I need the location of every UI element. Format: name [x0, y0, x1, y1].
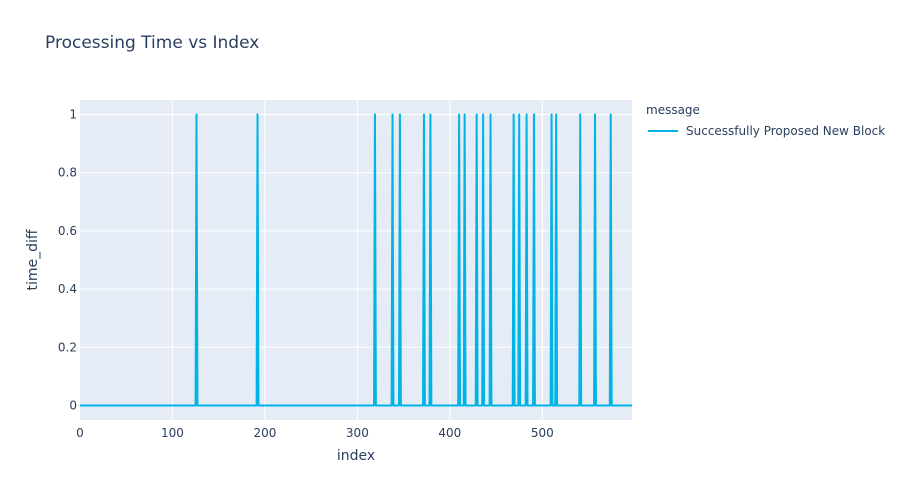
axis-layer: 0 100 200 300 400 500 0 0.2 0.4 0.6 0.8 1 — [58, 108, 554, 440]
legend-title: message — [646, 103, 700, 117]
y-tick-label: 0 — [69, 398, 77, 412]
y-axis-title: time_diff — [25, 229, 41, 290]
y-tick-label: 0.2 — [58, 340, 77, 354]
y-tick-label: 1 — [69, 108, 77, 122]
x-tick-label: 500 — [531, 426, 554, 440]
x-axis-title: index — [337, 448, 375, 464]
x-tick-label: 200 — [253, 426, 276, 440]
series-layer — [80, 113, 632, 407]
legend: message Successfully Proposed New Block — [646, 103, 885, 138]
x-tick-label: 300 — [346, 426, 369, 440]
chart-title: Processing Time vs Index — [45, 33, 260, 53]
plot-area — [80, 100, 632, 420]
legend-label: Successfully Proposed New Block — [686, 124, 886, 138]
y-tick-label: 0.6 — [58, 224, 77, 238]
y-tick-label: 0.4 — [58, 282, 77, 296]
y-tick-label: 0.8 — [58, 166, 77, 180]
legend-item[interactable]: Successfully Proposed New Block — [646, 124, 885, 138]
legend-swatch — [648, 130, 678, 132]
x-tick-label: 100 — [161, 426, 184, 440]
x-tick-label: 400 — [438, 426, 461, 440]
x-tick-label: 0 — [76, 426, 84, 440]
